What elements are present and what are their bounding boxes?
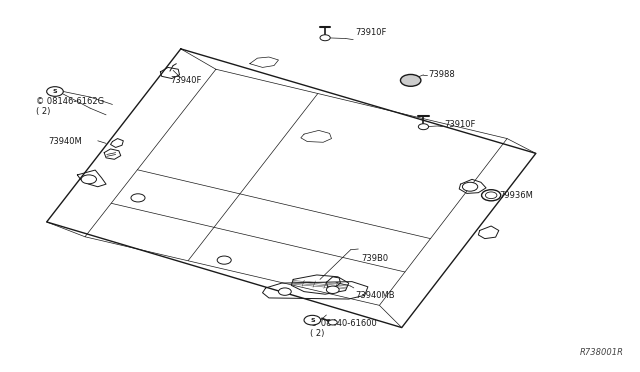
Text: 73940F: 73940F	[170, 76, 202, 85]
Circle shape	[131, 194, 145, 202]
Text: 73910F: 73910F	[355, 28, 387, 37]
Circle shape	[419, 124, 429, 130]
Text: S: S	[310, 318, 315, 323]
Text: 739B0: 739B0	[362, 254, 388, 263]
Text: R738001R: R738001R	[579, 348, 623, 357]
Text: 73940MB: 73940MB	[355, 291, 395, 300]
Text: © 08440-61600
( 2): © 08440-61600 ( 2)	[310, 319, 377, 339]
Text: 79936M: 79936M	[499, 191, 532, 200]
Circle shape	[401, 74, 421, 86]
Circle shape	[481, 190, 500, 201]
Circle shape	[485, 192, 497, 199]
Text: S: S	[52, 89, 58, 94]
Circle shape	[304, 315, 321, 325]
Circle shape	[463, 182, 477, 191]
Circle shape	[326, 286, 339, 294]
Text: 73940M: 73940M	[49, 137, 83, 146]
Circle shape	[278, 288, 291, 295]
Circle shape	[217, 256, 231, 264]
Text: © 08146-6162G
( 2): © 08146-6162G ( 2)	[36, 97, 104, 116]
Text: 73988: 73988	[429, 70, 455, 79]
Circle shape	[328, 320, 337, 325]
Text: 73910F: 73910F	[445, 121, 476, 129]
Circle shape	[47, 87, 63, 96]
Circle shape	[81, 175, 97, 184]
Circle shape	[320, 35, 330, 41]
